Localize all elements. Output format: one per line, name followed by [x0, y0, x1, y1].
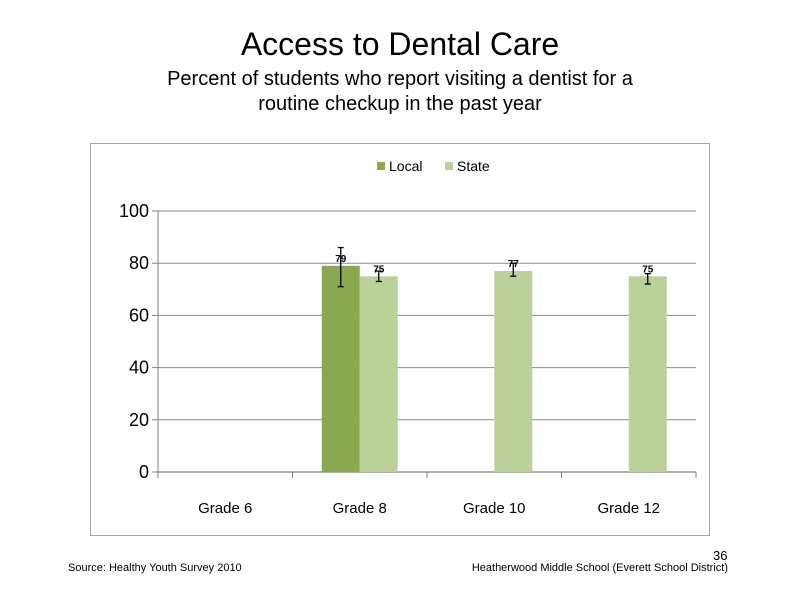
x-tick-label: Grade 10 [463, 500, 526, 517]
data-label: 77 [508, 259, 520, 270]
legend-label-state: State [457, 158, 490, 174]
bar-state [628, 276, 667, 472]
y-tick-label: 40 [129, 358, 149, 378]
slide-subtitle: Percent of students who report visiting … [167, 68, 633, 115]
legend-label-local: Local [389, 158, 422, 174]
school-name: Heatherwood Middle School (Everett Schoo… [471, 562, 728, 574]
y-tick-label: 20 [129, 410, 149, 430]
y-tick-label: 100 [119, 201, 149, 221]
data-label: 79 [335, 254, 347, 265]
slide-number: 36 [713, 548, 728, 563]
bar-state [359, 276, 398, 472]
x-tick-label: Grade 12 [597, 500, 660, 517]
source-note: Source: Healthy Youth Survey 2010 [68, 562, 242, 574]
bar-chart: 0 20 40 60 80 100 Grade 6 Grade 8 Grade 10 Grade … [119, 158, 697, 517]
data-label: 75 [373, 264, 385, 275]
y-tick-label: 80 [129, 253, 149, 273]
bar-state [494, 271, 533, 472]
chart-frame: 0 20 40 60 80 100 Grade 6 Grade 8 Grade 10 Grade … [90, 143, 710, 536]
x-tick-label: Grade 8 [333, 500, 387, 517]
legend-swatch-state [445, 162, 453, 170]
y-tick-label: 0 [139, 462, 149, 482]
slide-title: Access to Dental Care [240, 26, 560, 62]
bar-local [321, 265, 360, 472]
data-label: 75 [642, 264, 654, 275]
legend-swatch-local [377, 162, 385, 170]
y-tick-label: 60 [129, 305, 149, 325]
x-tick-label: Grade 6 [198, 500, 252, 517]
